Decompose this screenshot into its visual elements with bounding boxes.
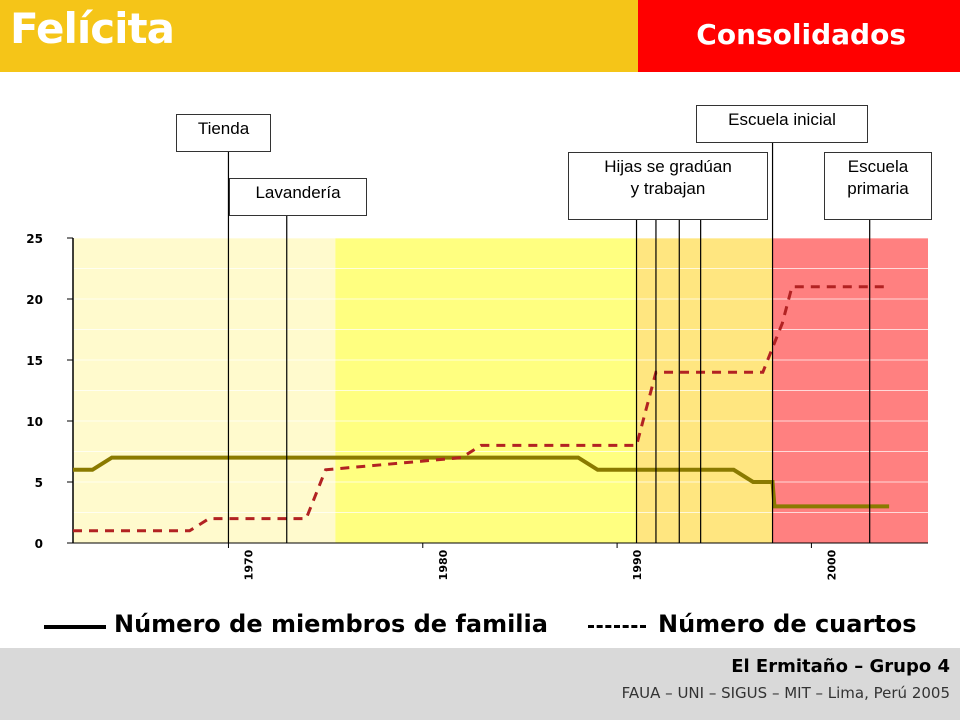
annotation-lavanderia: Lavandería (229, 178, 367, 216)
timeline-chart: 0 5 10 15 20 25 1970 1980 1990 2000 (26, 143, 928, 580)
y-tick-label: 5 (35, 476, 43, 490)
x-tick-label: 1980 (437, 549, 450, 580)
y-tick-label: 0 (35, 537, 43, 551)
series-line-family (73, 455, 890, 509)
header-bar: Felícita (0, 0, 638, 72)
y-tick-label: 15 (26, 354, 43, 368)
chart-legend: Número de miembros de familia Número de … (40, 610, 940, 644)
x-tick-label: 1990 (631, 549, 644, 580)
series-line-rooms (73, 285, 890, 533)
footer: El Ermitaño – Grupo 4 FAUA – UNI – SIGUS… (0, 648, 960, 720)
legend-dashed-line (588, 625, 646, 628)
annotation-escuela-inicial: Escuela inicial (696, 105, 868, 143)
app-title: Felícita (10, 4, 175, 53)
x-tick-label: 1970 (242, 549, 255, 580)
section-title: Consolidados (696, 18, 906, 51)
y-tick-label: 20 (26, 293, 43, 307)
annotation-hijas: Hijas se gradúan y trabajan (568, 152, 768, 220)
legend-label-rooms: Número de cuartos (658, 610, 917, 638)
legend-label-family: Número de miembros de familia (114, 610, 548, 638)
legend-solid-line (44, 625, 106, 629)
x-tick-label: 2000 (825, 549, 838, 580)
y-tick-label: 25 (26, 232, 43, 246)
footer-credit: FAUA – UNI – SIGUS – MIT – Lima, Perú 20… (621, 684, 950, 702)
y-tick-label: 10 (26, 415, 43, 429)
annotation-escuela-primaria: Escuela primaria (824, 152, 932, 220)
section-header: Consolidados (638, 0, 960, 72)
annotation-tienda: Tienda (176, 114, 271, 152)
footer-team: El Ermitaño – Grupo 4 (731, 656, 950, 677)
